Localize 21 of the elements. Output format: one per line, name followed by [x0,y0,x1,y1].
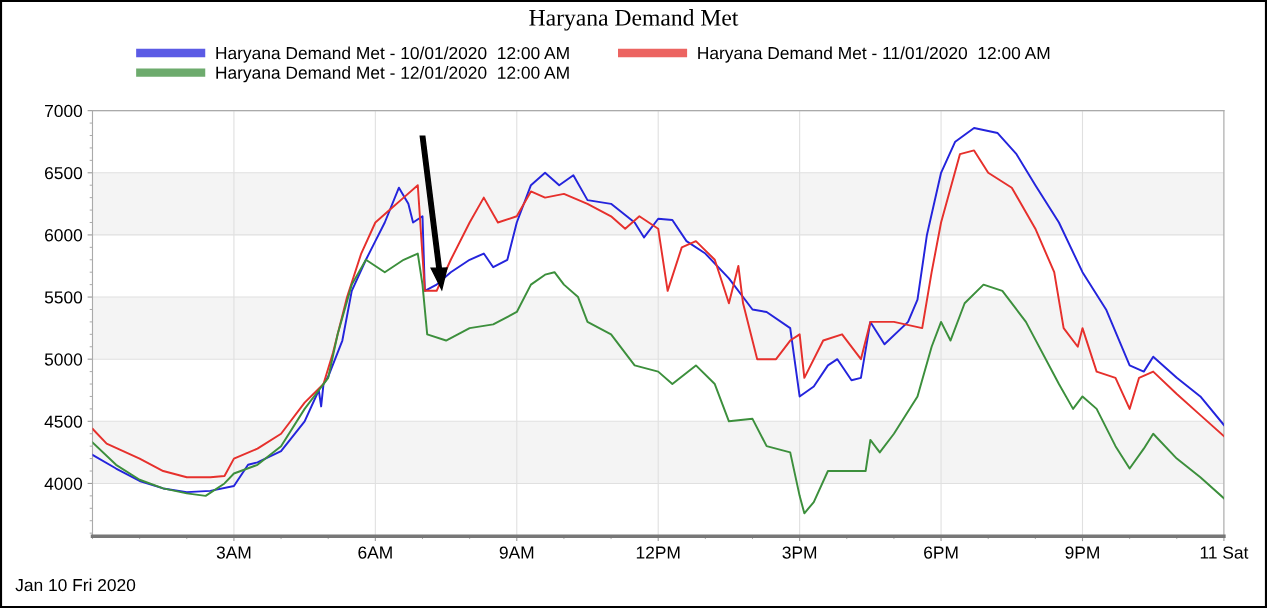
y-tick-label: 7000 [45,104,83,118]
y-tick-label: 6500 [45,166,83,180]
chart-title: Haryana Demand Met [529,9,739,31]
x-tick-label: 3AM [216,546,251,559]
legend-label: Haryana Demand Met - 12/01/2020 12:00 AM [216,66,569,83]
y-tick-label: 4500 [44,415,83,428]
x-tick-label: 3PM [782,546,817,559]
x-tick-label: 9PM [1065,546,1099,559]
x-tick-label: 12PM [636,546,680,559]
x-tick-label: 6PM [924,546,958,559]
text: Jan 10 Fri 2020 [15,578,136,592]
x-tick-label: 9AM [499,546,534,559]
x-tick-label: 6AM [358,546,392,559]
legend-label: Haryana Demand Met - 10/01/2020 12:00 AM [216,46,569,63]
line-series [92,252,1224,515]
x-tick-label: 11 Sat [1200,546,1249,559]
y-tick-label: 4000 [44,477,83,490]
legend-label: Haryana Demand Met - 11/01/2020 12:00 AM [698,46,1050,63]
y-tick-label: 6000 [45,229,83,242]
y-tick-label: 5500 [44,291,83,304]
y-tick-label: 5000 [44,353,83,366]
